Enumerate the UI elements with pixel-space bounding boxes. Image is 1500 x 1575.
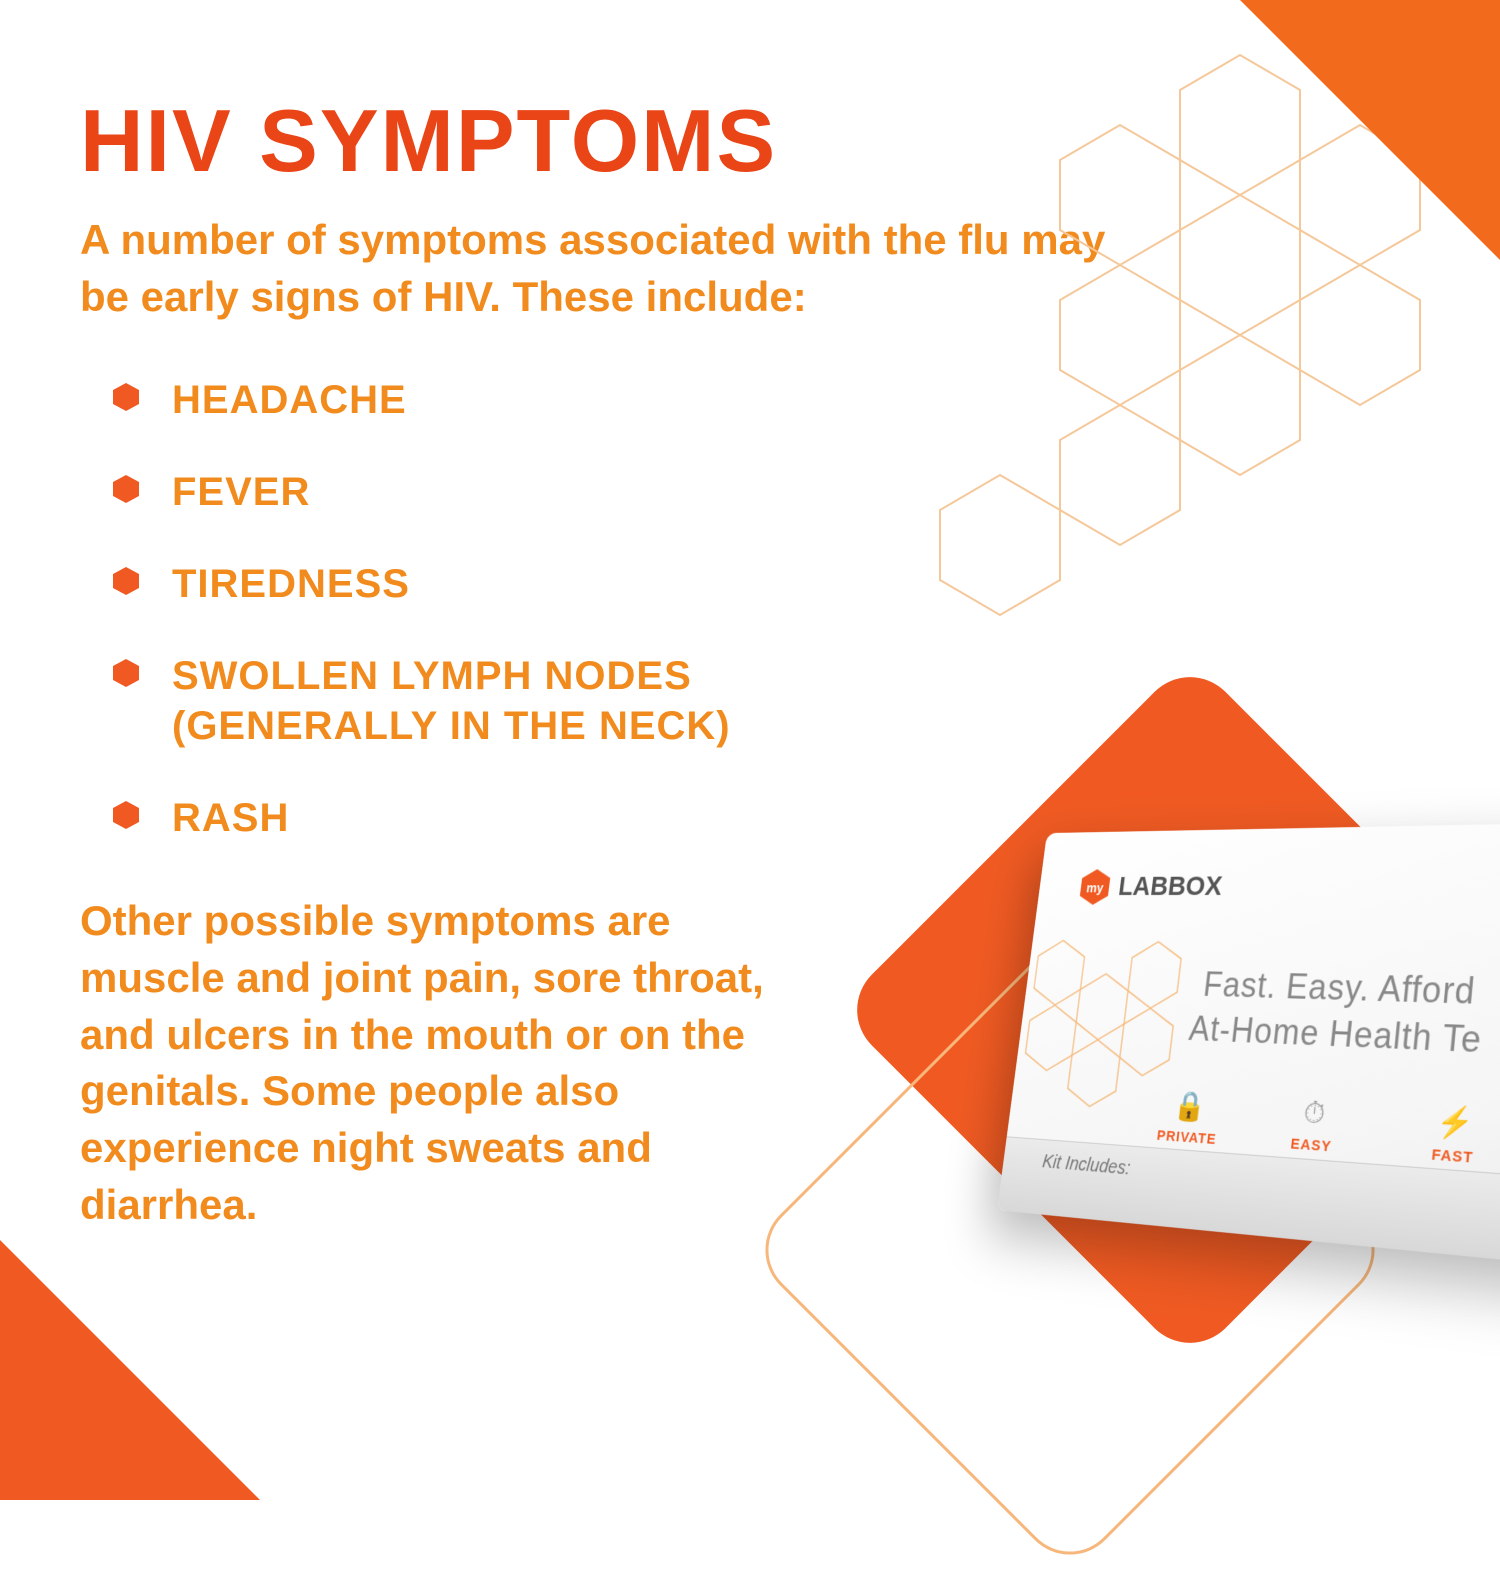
symptom-item: TIREDNESS <box>110 559 910 609</box>
infographic-container: HIV SYMPTOMS A number of symptoms associ… <box>0 0 1500 1500</box>
product-area: my LABBOX HIV I & II Test Fast. Easy. Af… <box>800 680 1500 1380</box>
symptom-item: HEADACHE <box>110 375 910 425</box>
feature-icon: ⏱ <box>1302 1096 1327 1131</box>
product-logo-text: LABBOX <box>1117 871 1224 902</box>
outro-text: Other possible symptoms are muscle and j… <box>80 893 780 1233</box>
hex-bullet-icon <box>110 473 142 505</box>
symptom-item: FEVER <box>110 467 910 517</box>
intro-text: A number of symptoms associated with the… <box>80 212 1140 325</box>
product-logo-hex-icon: my <box>1075 867 1114 906</box>
hex-bullet-icon <box>110 799 142 831</box>
box-hex-pattern <box>997 903 1238 1171</box>
symptom-item: SWOLLEN LYMPH NODES (GENERALLY IN THE NE… <box>110 651 910 751</box>
product-logo: my LABBOX <box>1075 862 1500 908</box>
corner-triangle-top-right <box>1240 0 1500 260</box>
symptom-label: HEADACHE <box>172 375 407 425</box>
svg-text:my: my <box>1086 880 1105 895</box>
hex-bullet-icon <box>110 657 142 689</box>
symptom-label: TIREDNESS <box>172 559 410 609</box>
symptom-label: RASH <box>172 793 289 843</box>
product-box: my LABBOX HIV I & II Test Fast. Easy. Af… <box>997 820 1500 1278</box>
corner-triangle-bottom-left <box>0 1240 260 1500</box>
main-title: HIV SYMPTOMS <box>80 90 1420 192</box>
feature-label: FAST <box>1431 1146 1474 1167</box>
symptom-item: RASH <box>110 793 910 843</box>
hex-bullet-icon <box>110 381 142 413</box>
feature-icon: ⚡ <box>1435 1104 1475 1143</box>
feature-label: EASY <box>1290 1135 1333 1155</box>
symptom-label: FEVER <box>172 467 310 517</box>
hex-bullet-icon <box>110 565 142 597</box>
